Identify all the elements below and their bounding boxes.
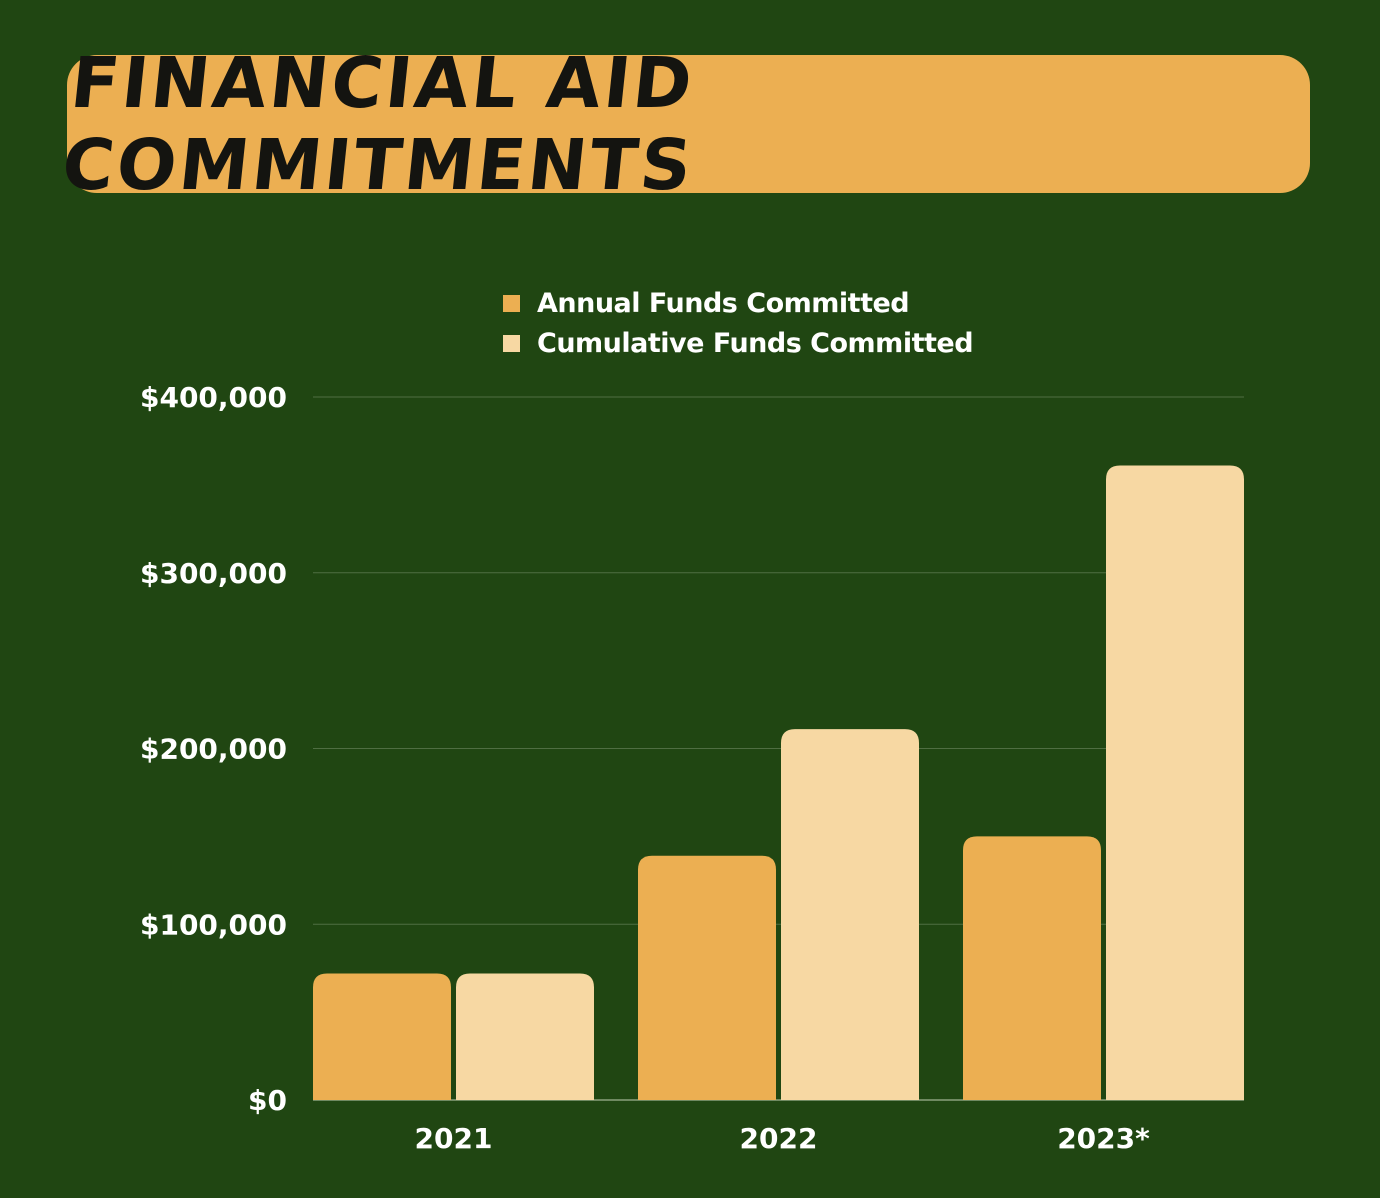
y-tick-label: $100,000: [140, 908, 287, 941]
bar-cumulative-2022: [781, 729, 919, 1100]
legend-label-cumulative: Cumulative Funds Committed: [537, 327, 974, 359]
y-tick-label: $0: [248, 1084, 287, 1117]
bar-cumulative-2023: [1106, 465, 1244, 1101]
x-axis-tick-labels: 2021 2022 2023*: [415, 1122, 1151, 1155]
gridlines: [313, 396, 1244, 1101]
x-tick-label: 2021: [415, 1122, 493, 1155]
legend: Annual Funds Committed Cumulative Funds …: [503, 283, 974, 363]
x-tick-label: 2023*: [1057, 1122, 1150, 1155]
y-tick-label: $400,000: [140, 381, 287, 414]
bar-annual-2022: [638, 855, 776, 1100]
bar-cumulative-2021: [456, 973, 594, 1100]
bars: [313, 465, 1244, 1101]
x-tick-label: 2022: [740, 1122, 818, 1155]
bar-annual-2021: [313, 973, 451, 1100]
y-axis-tick-labels: $0 $100,000 $200,000 $300,000 $400,000: [140, 381, 287, 1117]
legend-swatch-annual: [503, 294, 520, 312]
legend-label-annual: Annual Funds Committed: [537, 287, 910, 319]
y-tick-label: $200,000: [140, 733, 287, 766]
legend-swatch-cumulative: [503, 334, 520, 352]
bar-annual-2023: [963, 836, 1101, 1100]
legend-item-cumulative: Cumulative Funds Committed: [503, 323, 974, 363]
title-banner: FINANCIAL AID COMMITMENTS: [58, 42, 1310, 206]
y-tick-label: $300,000: [140, 557, 287, 590]
legend-item-annual: Annual Funds Committed: [503, 283, 973, 323]
